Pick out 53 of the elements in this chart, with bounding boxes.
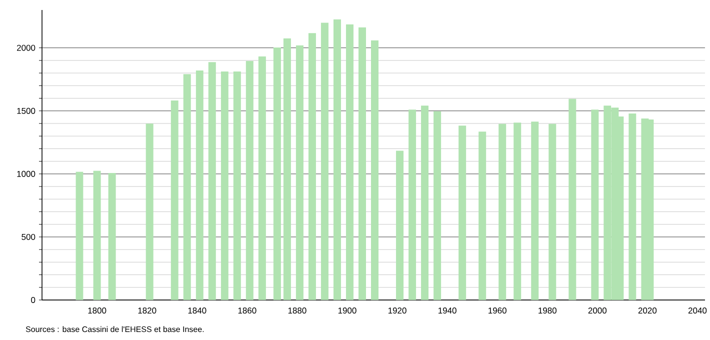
x-tick-label: 1820 xyxy=(138,308,156,314)
bar xyxy=(548,124,556,300)
y-tick-label: 1500 xyxy=(17,108,36,114)
x-tick-label: 2020 xyxy=(638,308,657,314)
bar xyxy=(514,122,522,300)
x-tick-label: 1980 xyxy=(538,308,556,314)
x-tick-label: 1840 xyxy=(188,308,206,314)
bar xyxy=(183,74,191,300)
y-tick-label: 0 xyxy=(31,296,36,303)
bar xyxy=(76,172,84,300)
bar xyxy=(308,33,316,300)
bar xyxy=(333,19,341,300)
y-tick-label: 2000 xyxy=(16,44,36,51)
bar xyxy=(258,56,266,300)
bar xyxy=(220,72,228,300)
bar xyxy=(233,72,241,300)
x-tick-label: 1940 xyxy=(438,308,456,314)
x-tick-label: 1920 xyxy=(388,308,406,314)
bar xyxy=(108,173,116,300)
x-tick-label: 1880 xyxy=(288,308,306,314)
bar xyxy=(170,100,178,300)
bar xyxy=(358,27,366,300)
bar xyxy=(628,114,636,300)
bar xyxy=(458,126,466,300)
bar xyxy=(591,110,599,300)
bar xyxy=(346,24,354,300)
bar xyxy=(371,40,379,300)
bar xyxy=(93,170,101,300)
bar xyxy=(296,45,304,300)
bar xyxy=(396,150,404,300)
bar xyxy=(434,111,442,300)
x-tick-label: 2040 xyxy=(688,308,707,314)
bar xyxy=(421,106,429,300)
x-tick-label: 1900 xyxy=(338,308,356,314)
bar xyxy=(498,124,506,300)
x-tick-label: 1960 xyxy=(488,308,506,314)
bar xyxy=(531,122,539,300)
bar xyxy=(320,22,328,300)
bar xyxy=(146,124,154,300)
bar xyxy=(568,98,576,300)
bar xyxy=(273,47,281,300)
x-tick-label: 2000 xyxy=(588,308,607,314)
x-tick-label: 1800 xyxy=(88,308,106,314)
y-tick-label: 1000 xyxy=(17,170,36,177)
bar xyxy=(283,38,291,300)
bar xyxy=(478,132,486,300)
bar xyxy=(208,62,216,300)
bar xyxy=(246,61,254,300)
y-tick-label: 500 xyxy=(22,234,36,240)
source-note: Sources : base Cassini de l'EHESS et base Insee. xyxy=(26,326,204,332)
bar xyxy=(196,70,204,300)
x-tick-label: 1860 xyxy=(238,308,256,314)
bar xyxy=(408,110,416,300)
